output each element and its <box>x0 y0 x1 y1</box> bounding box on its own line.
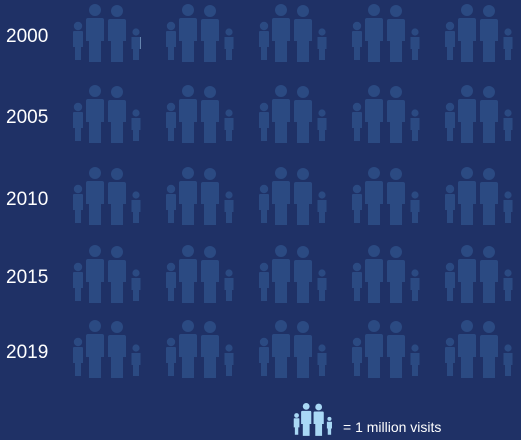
family-icon-faded <box>352 4 420 62</box>
family-icon-filled <box>73 320 141 378</box>
family-icon-filled <box>259 320 327 378</box>
family-icon-filled <box>73 85 141 143</box>
family-icon-faded <box>352 167 420 225</box>
family-icon-faded <box>445 167 513 225</box>
family-icon-faded <box>445 245 513 303</box>
family-icon-faded <box>259 4 327 62</box>
family-icon-filled <box>445 320 483 378</box>
year-label: 2015 <box>6 267 48 288</box>
family-icon-filled <box>166 320 234 378</box>
family-icon-faded <box>259 85 327 143</box>
family-icon-filled <box>259 167 327 225</box>
legend-family-icon <box>293 403 332 436</box>
legend-label: = 1 million visits <box>343 419 441 435</box>
family-icon-faded <box>166 320 234 378</box>
family-icon-faded <box>352 85 420 143</box>
family-icon-filled <box>166 85 234 143</box>
family-icon-faded <box>445 85 513 143</box>
family-icon-filled <box>259 4 286 62</box>
family-icon-filled <box>73 245 141 303</box>
family-icon-filled <box>73 4 141 62</box>
row-2005: 2005 <box>6 85 513 143</box>
family-icon-filled <box>73 167 141 225</box>
family-icon-faded <box>352 245 420 303</box>
family-icon-faded <box>166 4 234 62</box>
family-icon-faded <box>73 167 141 225</box>
row-2015: 2015 <box>6 245 513 303</box>
family-icon-faded <box>445 320 513 378</box>
family-icon-filled <box>259 245 327 303</box>
family-icon-filled <box>352 320 420 378</box>
family-icon-faded <box>73 4 141 62</box>
family-icon-filled <box>352 245 383 303</box>
row-2010: 2010 <box>6 167 513 225</box>
family-icon-faded <box>259 245 327 303</box>
family-icon-filled <box>166 167 234 225</box>
year-label: 2019 <box>6 342 48 363</box>
row-2000: 2000 <box>6 4 513 62</box>
legend: = 1 million visits <box>293 403 441 436</box>
family-icon-faded <box>166 167 234 225</box>
row-2019: 2019 <box>6 320 513 378</box>
year-label: 2005 <box>6 107 48 128</box>
family-icon-filled <box>166 245 234 303</box>
family-icon-faded <box>445 4 513 62</box>
family-icon-faded <box>259 167 327 225</box>
family-icon-faded <box>73 85 141 143</box>
family-icon-faded <box>259 320 327 378</box>
family-icon-faded <box>166 245 234 303</box>
family-icon-filled <box>166 4 234 62</box>
family-icon-faded <box>73 320 141 378</box>
family-icon-faded <box>166 85 234 143</box>
year-label: 2010 <box>6 189 48 210</box>
year-label: 2000 <box>6 26 48 47</box>
family-icon-faded <box>73 245 141 303</box>
family-icon-faded <box>352 320 420 378</box>
family-icon-filled <box>259 85 279 143</box>
